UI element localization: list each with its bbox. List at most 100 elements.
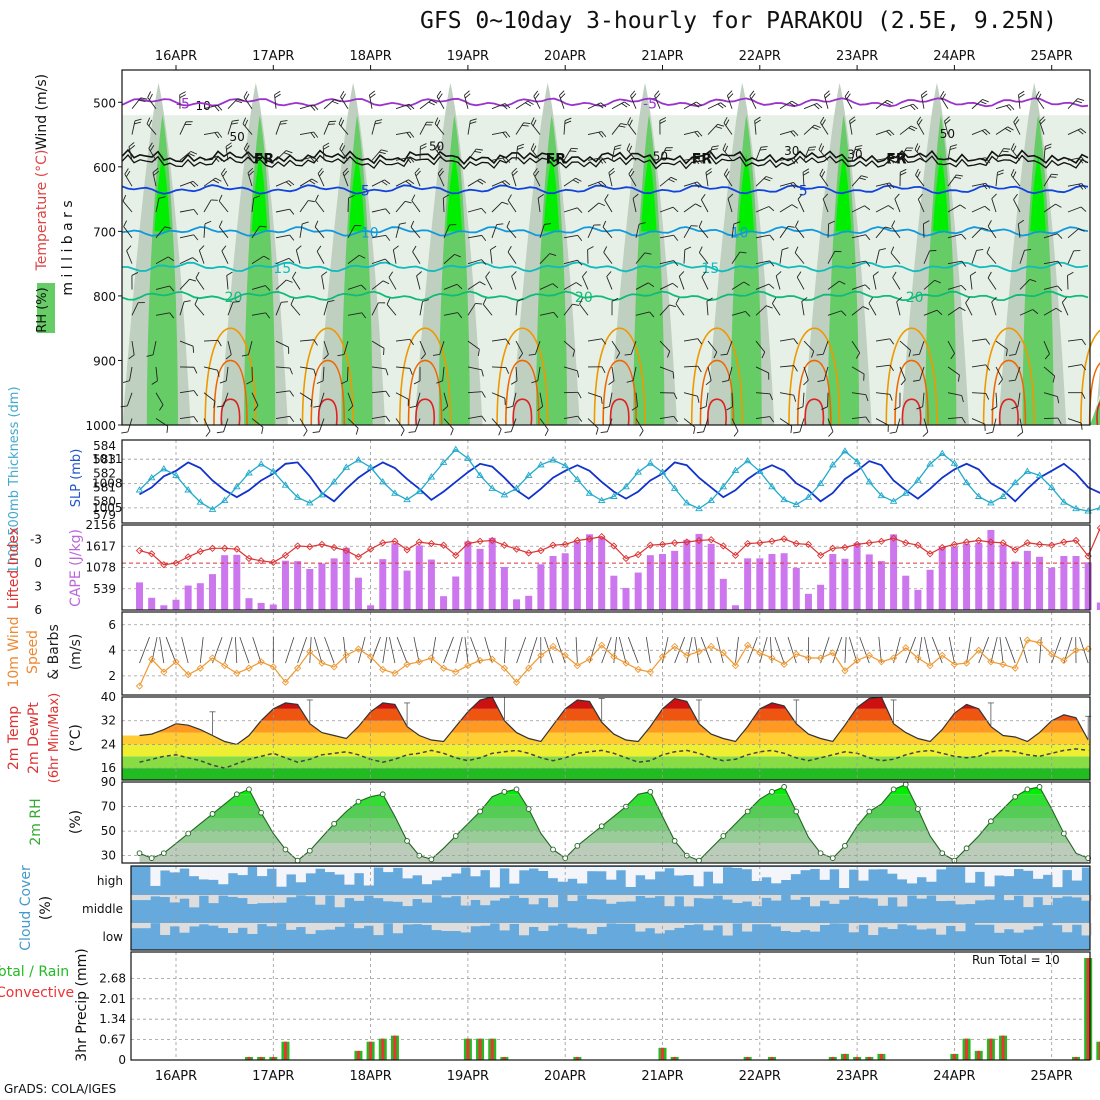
barb-staff [803,366,809,381]
barb-flag [717,103,724,109]
rh-point [550,846,556,853]
barb-flag [288,180,295,186]
cape-tick-label: 539 [93,582,116,596]
wind-barb [347,284,367,291]
wind-barb [893,636,901,664]
wind-barb [227,301,240,316]
wind-barb [218,220,229,239]
barb-flag [849,116,856,122]
barb-staff [755,283,770,290]
wind-barb [1043,392,1060,404]
rh-point [720,833,727,839]
barb-flag [794,246,799,253]
wind-barb [827,280,846,290]
wind-barb [539,418,549,437]
cloud-cell [829,867,840,870]
wind-barb [575,637,578,664]
barb-flag [190,151,198,155]
wind-barb [779,157,799,165]
cloud-cell [654,867,665,872]
barb-flag [803,379,809,386]
barb-staff [491,338,506,342]
temp-axis-label-b: 2m DewPt [26,702,42,774]
temp-contour-label: FR [692,151,713,167]
barb-staff [755,340,766,353]
wind-barb [371,258,391,265]
barb-flag [572,179,580,184]
barb-staff [915,174,925,187]
barb-flag [1003,148,1011,150]
wind-barb [915,168,925,187]
barb-staff [779,100,793,110]
cape-bar [415,545,423,610]
li-point [135,547,144,555]
cloud-cell [441,867,452,877]
barb-flag [1057,285,1063,292]
li-point [208,544,217,552]
barb-staff [515,301,518,316]
barb-flag [789,102,796,107]
wind-point [938,651,946,660]
barb-staff [587,418,599,429]
barb-staff [707,123,718,135]
barb-flag [470,118,477,122]
cloud-cell [751,867,762,882]
slp-point [281,481,290,488]
cloud-cell [674,867,685,876]
barb-flag [1005,349,1008,356]
barb-flag [822,193,829,200]
cloud-cell [189,923,200,927]
li-point [1023,539,1032,547]
wind-barb [723,116,733,135]
barb-staff [803,147,810,161]
wind-barb [131,118,142,135]
barb-staff [131,97,142,110]
cape-bar [634,572,642,610]
slp-point [950,459,959,466]
temp-contour-label: 20 [225,290,243,306]
barb-flag [385,208,391,215]
slp-point [391,489,399,496]
barb-staff [965,302,973,316]
barb-flag [675,297,680,305]
wind-point [245,664,253,672]
cape-bar [1084,562,1092,610]
wind-barb [275,150,293,161]
barb-staff [490,249,493,264]
barb-flag [579,297,583,305]
wind-barb [659,147,673,161]
barb-staff [899,147,907,161]
cloud-cell [519,895,529,898]
wind-barb [723,168,733,187]
wind-barb [923,250,937,264]
wind-barb [1011,392,1021,410]
barb-staff [947,392,962,397]
cape-bar [330,558,338,610]
barb-staff [299,339,314,342]
wind-barb [947,284,967,291]
barb-flag [944,116,950,122]
barb-flag [530,117,535,124]
precip-tick-label: 0.67 [99,1033,126,1047]
barb-flag [1081,157,1087,163]
cloud-cell [877,923,888,928]
barb-staff [626,149,637,161]
barb-flag [312,431,320,434]
barb-flag [375,119,383,122]
wind-barb [419,299,430,316]
li-point [841,543,849,552]
rh-point [598,823,605,830]
wind-barb [827,220,835,238]
barb-staff [467,391,482,394]
cloud-cell [460,923,471,933]
barb-flag [412,245,417,253]
wind-point [415,658,423,666]
barb-flag [697,130,703,137]
wind-barb [299,178,318,187]
cloud-cell [897,867,908,880]
wind-barb [779,247,789,264]
barb-staff [155,226,166,239]
barb-staff [971,182,986,187]
barb-staff [340,96,349,109]
wind-barb [971,128,991,136]
